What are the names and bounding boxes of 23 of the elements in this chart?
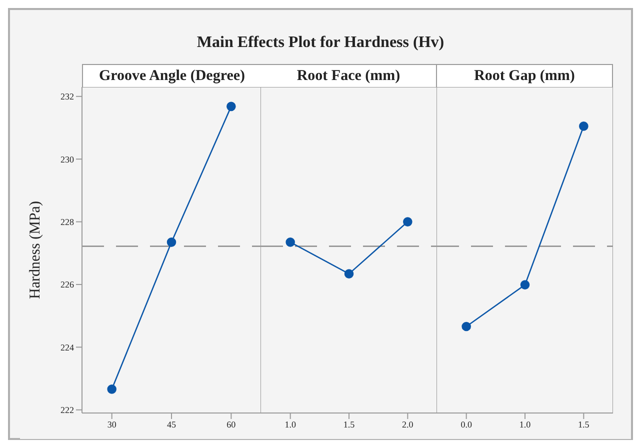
- y-tick-label: 228: [60, 216, 74, 227]
- x-tick-label: 2.0: [402, 419, 414, 430]
- x-tick-label: 1.5: [343, 419, 356, 430]
- y-tick-label: 222: [60, 405, 74, 416]
- text: Main Effects Plot for Hardness (Hv): [196, 34, 446, 53]
- point: [166, 238, 176, 247]
- y-tick-label: 226: [60, 280, 74, 290]
- x-tick-label: 0.0: [460, 419, 472, 430]
- chart-subtitle: Groove Angle (Degree): [82, 64, 262, 87]
- y-tick-label: 230: [60, 154, 74, 164]
- x-tick-label: 45: [167, 419, 176, 430]
- x-tick-label: 30: [107, 419, 117, 430]
- point: [107, 384, 116, 394]
- x-tick-label: 1.0: [284, 419, 296, 430]
- x-tick-label: 60: [226, 419, 236, 430]
- x-tick-label: 1.5: [578, 419, 590, 430]
- chart-subtitle: Root Face (mm): [261, 64, 437, 87]
- y-tick-label: 232: [60, 92, 74, 102]
- chart-subtitle: Root Gap (mm): [437, 64, 613, 87]
- y-axis-title: Hardness (MPa): [27, 201, 44, 299]
- y-tick-label: 224: [60, 342, 74, 352]
- point: [226, 102, 236, 112]
- x-tick-label: 1.0: [519, 419, 532, 430]
